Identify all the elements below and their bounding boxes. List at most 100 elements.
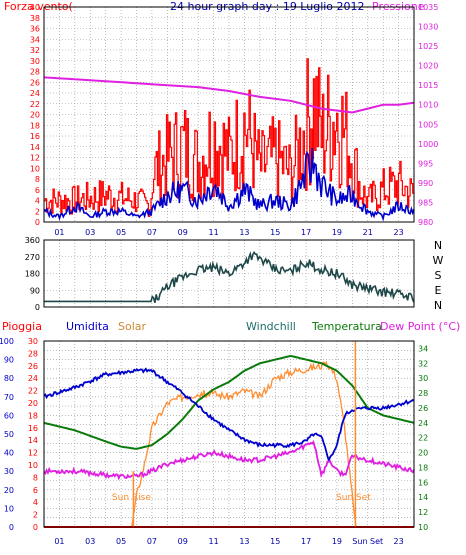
wind-x-ticks: 01 03 05 07 09 11 13 15 17 19 21 23 (54, 228, 403, 237)
pressure-tick-label: 1005 (418, 120, 438, 129)
humidity-tick-label: 90 (4, 356, 14, 365)
rain-tick-label: 4 (33, 498, 38, 507)
rain-tick-label: 0 (33, 523, 38, 532)
rain-tick-label: 8 (33, 473, 38, 482)
x-tick-label: 13 (239, 228, 249, 237)
dewpoint-line (43, 439, 415, 481)
direction-tick-label: 270 (25, 253, 40, 262)
temperature-tick-label: 16 (418, 478, 428, 487)
rain-tick-label: 14 (28, 436, 38, 445)
rain-tick-label: 16 (28, 424, 38, 433)
wind-direction-line (44, 250, 415, 304)
wind-tick-label: 12 (30, 154, 40, 163)
temperature-tick-label: 32 (418, 359, 428, 368)
compass-label: N (434, 239, 442, 252)
x-tick-label: 05 (116, 228, 126, 237)
wind-tick-label: 0 (35, 218, 40, 227)
solar-label: Solar (118, 320, 147, 333)
wind-tick-label: 36 (30, 25, 40, 34)
pressure-tick-label: 1035 (418, 3, 438, 12)
pressure-tick-label: 1025 (418, 42, 438, 51)
x-tick-label: 07 (147, 228, 157, 237)
rain-tick-label: 10 (28, 461, 38, 470)
pressure-tick-label: 1000 (418, 140, 438, 149)
x-tick-label: 03 (85, 228, 95, 237)
x-tick-label: 07 (147, 537, 157, 546)
wind-tick-label: 40 (30, 3, 40, 12)
wind-tick-label: 26 (30, 78, 40, 87)
compass-label: S (435, 269, 442, 282)
wind-tick-label: 24 (30, 89, 40, 98)
rain-tick-label: 24 (28, 374, 38, 383)
wind-tick-label: 22 (30, 100, 40, 109)
wind-tick-label: 30 (30, 57, 40, 66)
wind-label: Forza vento( (4, 0, 73, 13)
pressure-tick-label: 985 (418, 198, 433, 207)
wind-tick-label: 16 (30, 132, 40, 141)
direction-grid (43, 239, 415, 308)
x-tick-label: 19 (332, 228, 342, 237)
rain-tick-label: 12 (28, 449, 38, 458)
x-tick-label: 23 (393, 537, 403, 546)
dewpoint-label: Dew Point (°C) (380, 320, 460, 333)
pressure-tick-label: 990 (418, 179, 433, 188)
wind-tick-label: 8 (35, 175, 40, 184)
wind-gust-line (43, 147, 415, 222)
x-tick-label: 09 (178, 537, 188, 546)
temperature-tick-label: 28 (418, 389, 428, 398)
rain-tick-label: 26 (28, 362, 38, 371)
pressure-tick-label: 1015 (418, 81, 438, 90)
x-tick-label: 17 (301, 537, 311, 546)
temperature-tick-label: 26 (418, 404, 428, 413)
x-tick-label: 03 (85, 537, 95, 546)
humidity-tick-label: 40 (4, 449, 14, 458)
wind-plot-frame (43, 6, 415, 223)
humidity-tick-label: 80 (4, 374, 14, 383)
direction-tick-label: 360 (25, 236, 40, 245)
temperature-tick-label: 10 (418, 523, 428, 532)
sunset-label: Sun Set (336, 493, 371, 503)
x-tick-label: 01 (54, 228, 64, 237)
humidity-tick-label: 60 (4, 411, 14, 420)
wind-tick-label: 6 (35, 186, 40, 195)
temperature-x-ticks: 01 03 05 07 09 11 13 15 17 19 Sun Set 23 (54, 537, 403, 546)
windchill-label: Windchill (246, 320, 296, 333)
direction-y-ticks: 0 90 180 270 360 (25, 236, 40, 312)
humidity-label: Umidita (66, 320, 109, 333)
temperature-line (43, 354, 415, 450)
x-tick-label: 11 (208, 228, 218, 237)
temperature-tick-label: 30 (418, 374, 428, 383)
temperature-tick-label: 14 (418, 493, 428, 502)
wind-tick-label: 28 (30, 68, 40, 77)
temperature-tick-label: 12 (418, 508, 428, 517)
wind-tick-label: 10 (30, 164, 40, 173)
temperature-tick-label: 24 (418, 419, 428, 428)
humidity-tick-label: 70 (4, 393, 14, 402)
sunrise-label: Sun Rise (112, 493, 151, 503)
temperature-y-ticks: 10 12 14 16 18 20 22 24 26 28 30 32 34 (418, 344, 428, 532)
wind-tick-label: 18 (30, 121, 40, 130)
x-tick-label: 13 (239, 537, 249, 546)
humidity-tick-label: 20 (4, 486, 14, 495)
pressure-tick-label: 1010 (418, 101, 438, 110)
temperature-panel: Pioggia Umidita Solar Windchill Temperat… (0, 320, 460, 546)
rain-tick-label: 30 (28, 337, 38, 346)
humidity-tick-label: 30 (4, 467, 14, 476)
wind-tick-label: 34 (30, 35, 40, 44)
pressure-tick-label: 1030 (418, 23, 438, 32)
x-tick-label: 17 (301, 228, 311, 237)
temperature-label: Temperatura (311, 320, 382, 333)
humidity-tick-label: 100 (0, 337, 14, 346)
x-tick-label: 21 (363, 228, 373, 237)
humidity-tick-label: 0 (9, 523, 14, 532)
wind-tick-label: 38 (30, 14, 40, 23)
wind-tick-label: 2 (35, 207, 40, 216)
pressure-y-ticks: 980 985 990 995 1000 1005 1010 1015 1020 1025 1030… (418, 3, 438, 227)
compass-label: W (433, 254, 444, 267)
humidity-y-ticks: 0 10 20 30 40 50 60 70 80 90 100 (0, 337, 14, 532)
direction-line (44, 250, 415, 304)
